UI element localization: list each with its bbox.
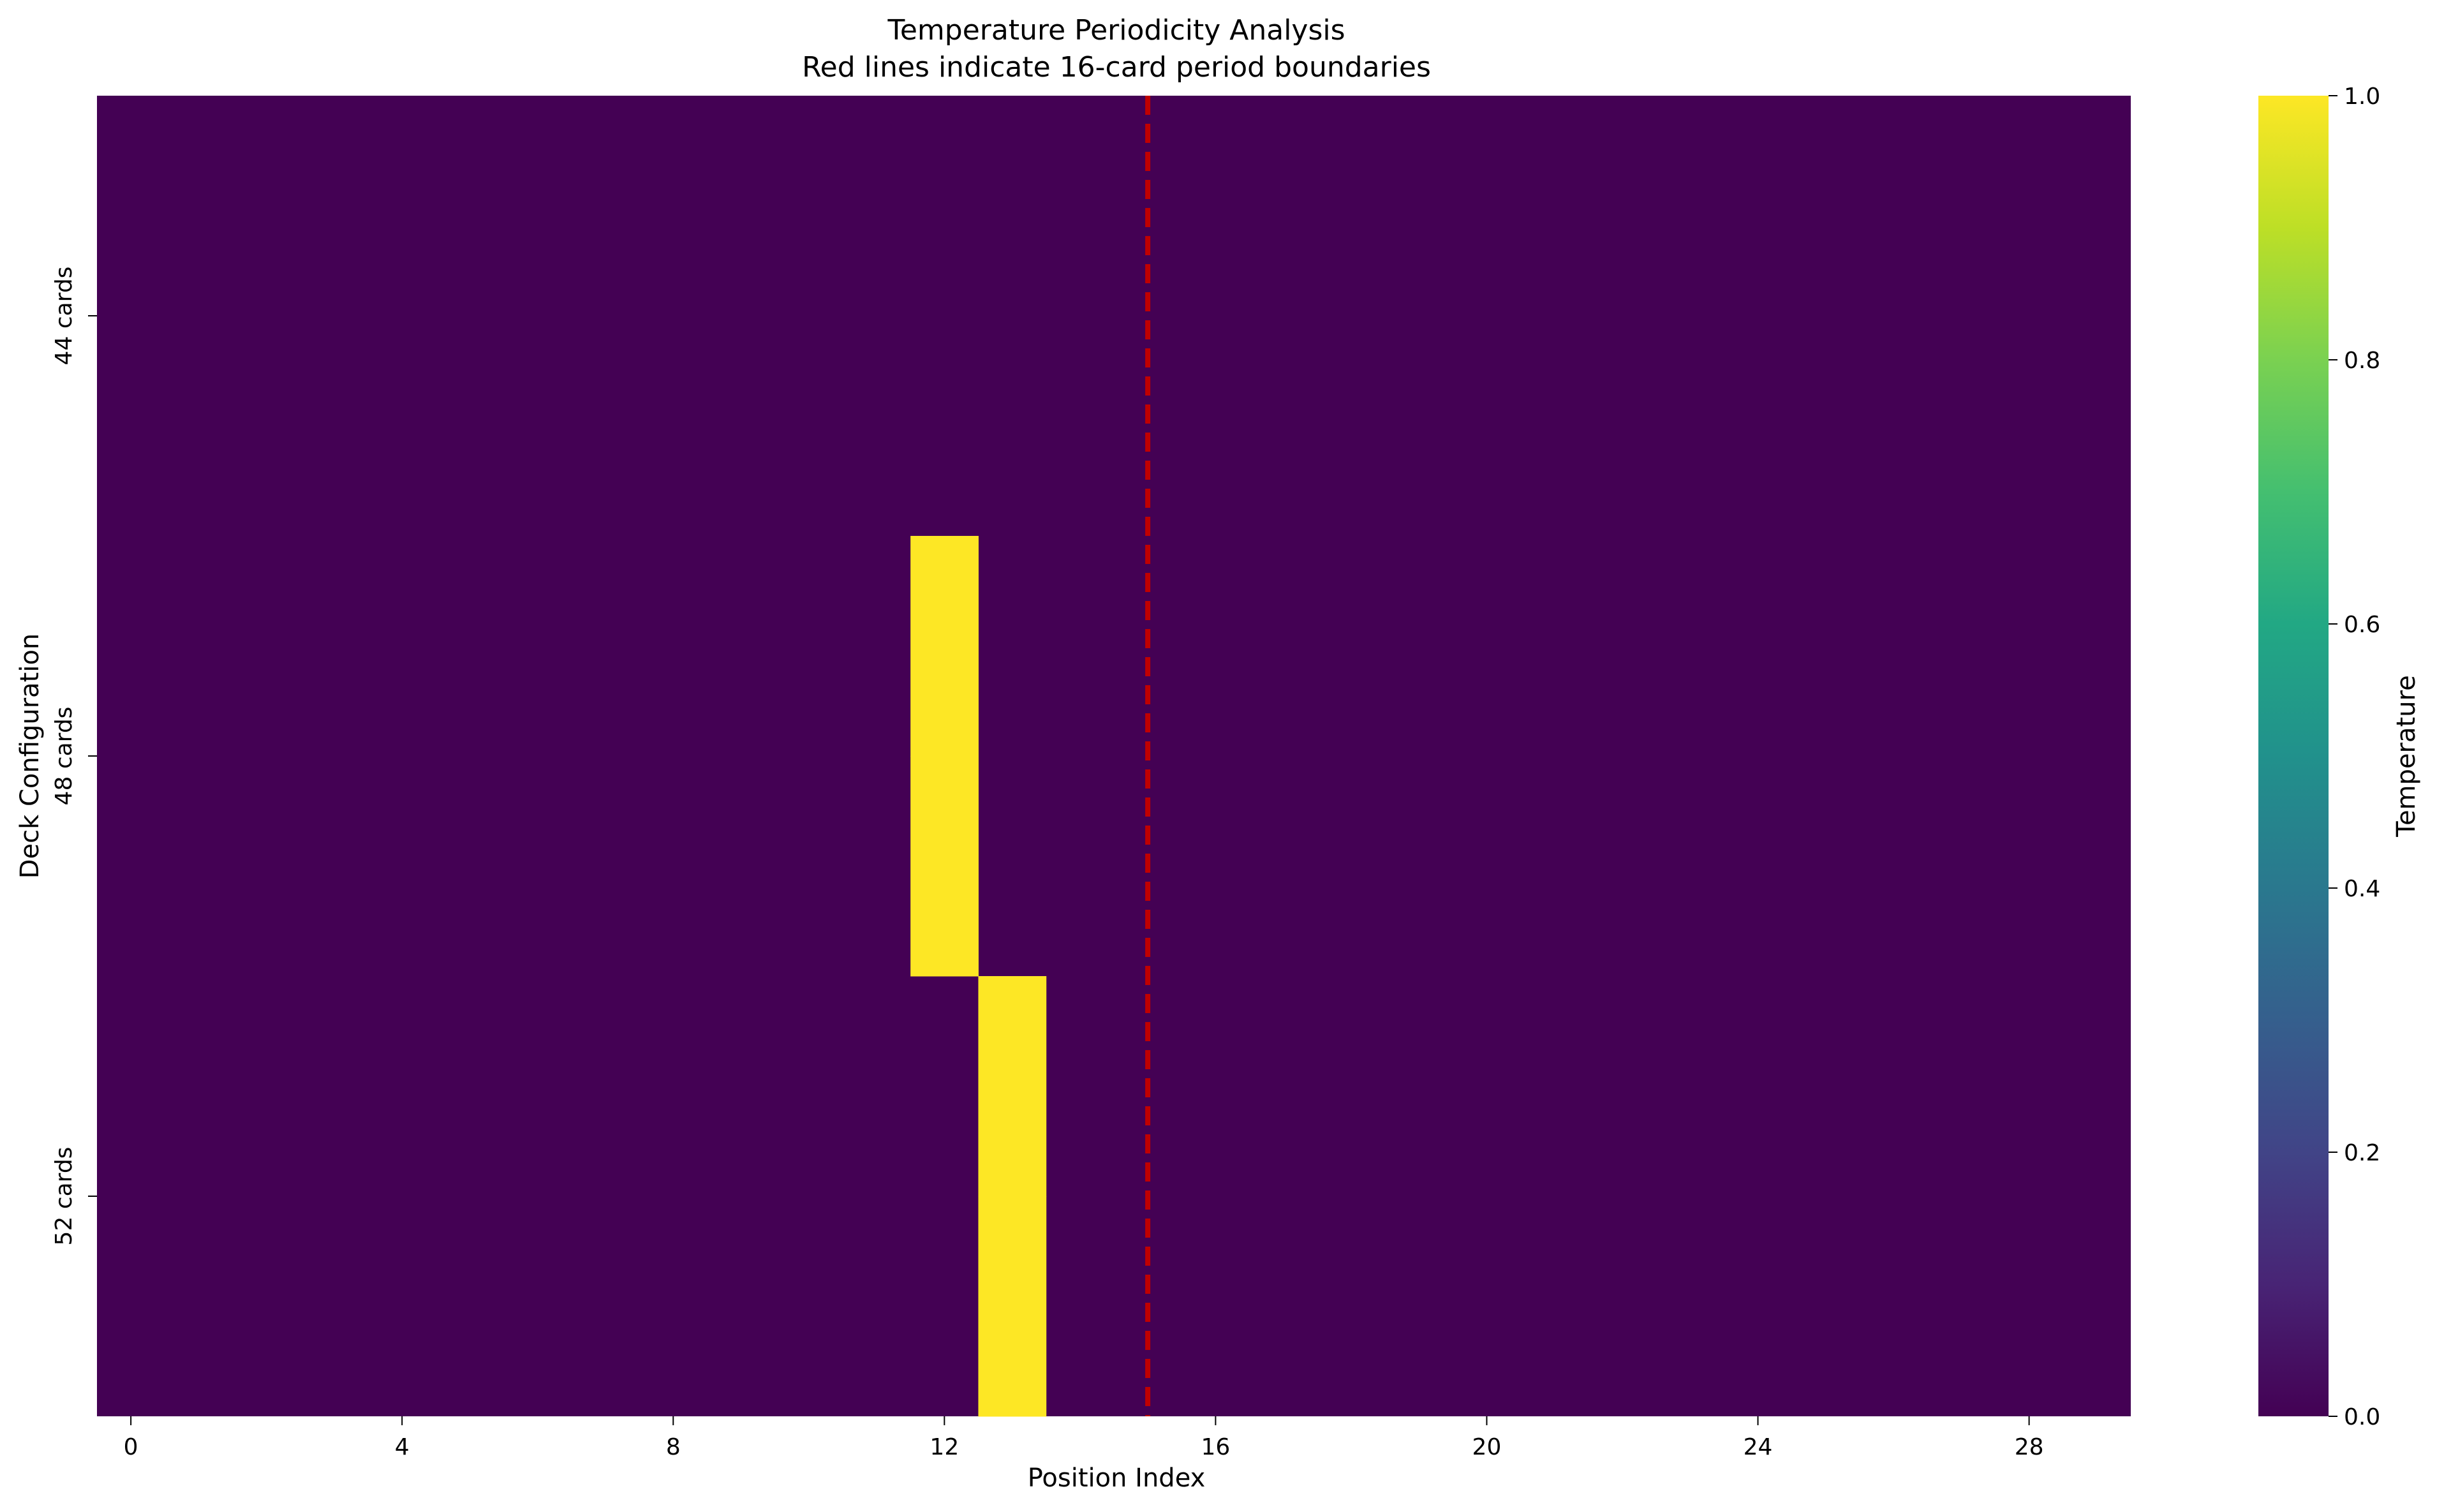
x-axis-label: Position Index bbox=[1028, 1464, 1206, 1493]
colorbar-tick-label: 0.0 bbox=[2344, 1404, 2380, 1430]
y-axis-ticks: 44 cards 48 cards 52 cards bbox=[51, 267, 97, 1246]
colorbar-tick-label: 0.2 bbox=[2344, 1140, 2380, 1166]
heatmap-cell bbox=[978, 1196, 1047, 1417]
heatmap-cells bbox=[97, 96, 2131, 1417]
chart-title: Temperature Periodicity Analysis bbox=[887, 14, 1345, 47]
x-tick-label: 4 bbox=[395, 1434, 410, 1460]
colorbar-tick-label: 0.8 bbox=[2344, 348, 2380, 374]
x-tick-label: 16 bbox=[1201, 1434, 1230, 1460]
y-tick-label: 44 cards bbox=[51, 267, 77, 366]
x-tick-label: 28 bbox=[2015, 1434, 2044, 1460]
colorbar-tick-label: 0.6 bbox=[2344, 612, 2380, 638]
x-axis-ticks: 0 4 8 12 16 20 24 28 bbox=[124, 1416, 2044, 1460]
heatmap-cell bbox=[978, 976, 1047, 1197]
heatmap-cell bbox=[910, 756, 979, 977]
heatmap-background bbox=[97, 96, 2131, 1416]
y-axis-label: Deck Configuration bbox=[15, 634, 45, 879]
chart-subtitle: Red lines indicate 16-card period bounda… bbox=[802, 51, 1431, 84]
x-tick-label: 20 bbox=[1472, 1434, 1502, 1460]
colorbar-tick-label: 0.4 bbox=[2344, 876, 2380, 902]
x-tick-label: 8 bbox=[666, 1434, 681, 1460]
colorbar bbox=[2258, 96, 2329, 1416]
colorbar-tick-label: 1.0 bbox=[2344, 84, 2380, 110]
y-tick-label: 48 cards bbox=[51, 707, 77, 806]
x-tick-label: 24 bbox=[1744, 1434, 1773, 1460]
x-tick-label: 12 bbox=[930, 1434, 959, 1460]
x-tick-label: 0 bbox=[124, 1434, 138, 1460]
y-tick-label: 52 cards bbox=[51, 1147, 77, 1246]
colorbar-label: Temperature bbox=[2392, 675, 2421, 837]
colorbar-ticks: 0.0 0.2 0.4 0.6 0.8 1.0 bbox=[2329, 84, 2380, 1430]
heatmap-cell bbox=[910, 536, 979, 757]
